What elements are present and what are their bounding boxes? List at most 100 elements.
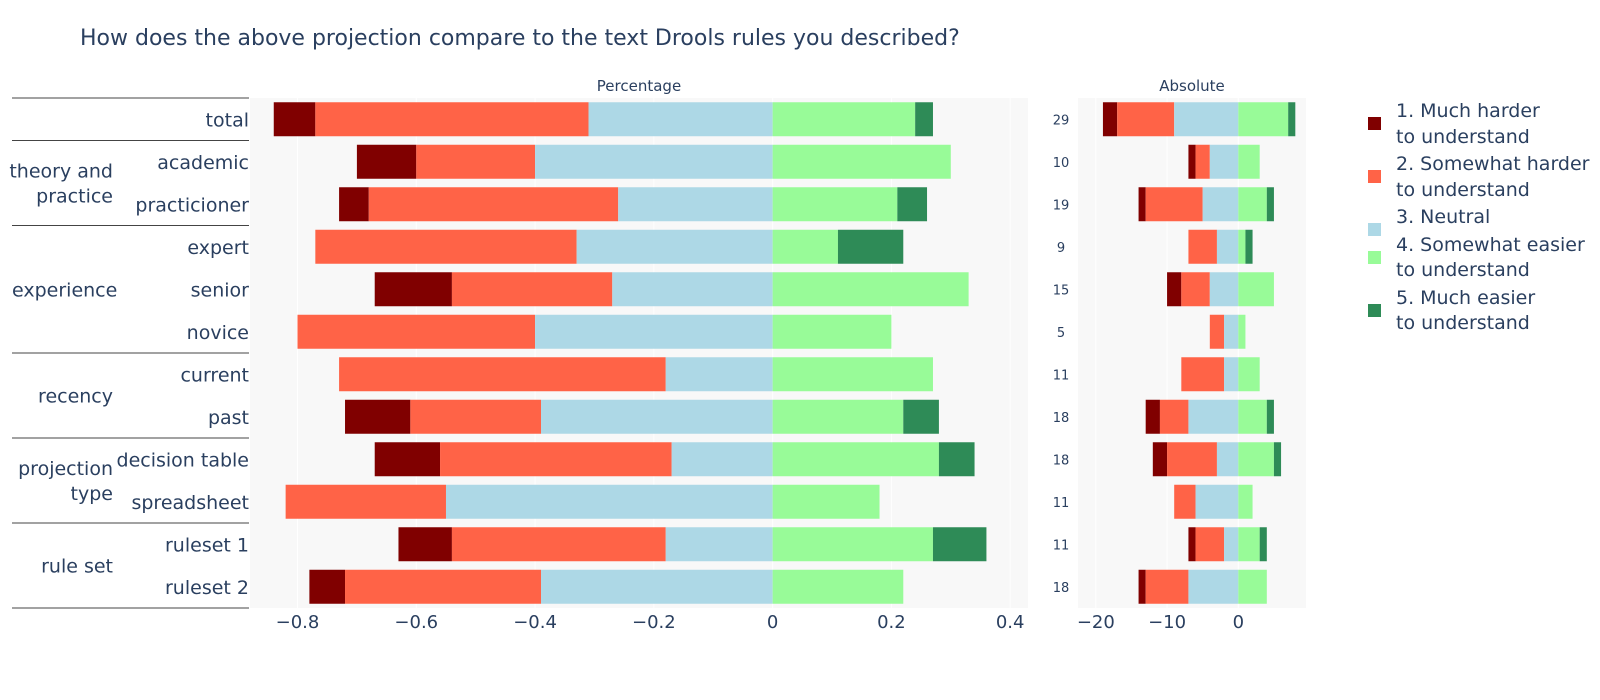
bar-segment (665, 527, 773, 562)
bar-segment (1188, 527, 1196, 562)
bar-segment (772, 569, 904, 604)
bar-segment (1195, 484, 1239, 519)
bar-segment (1238, 399, 1267, 434)
bar-segment (315, 229, 577, 264)
bar-segment (618, 187, 773, 222)
bar-segment (374, 272, 452, 307)
group-label-line: rule set (41, 556, 113, 578)
bar-segment (1195, 144, 1210, 179)
bar-segment (1216, 229, 1239, 264)
bar-segment (416, 144, 536, 179)
bar-segment (541, 569, 773, 604)
count-label: 10 (1053, 156, 1070, 171)
category-label: total (206, 109, 249, 131)
bar-segment (772, 399, 904, 434)
group-label: theory and practice (9, 161, 113, 208)
bar-segment (671, 442, 773, 477)
bar-segment (1209, 272, 1239, 307)
panel-background (1078, 98, 1306, 608)
bar-segment (297, 314, 536, 349)
x-tick-label: 0.2 (877, 612, 906, 633)
panel-title: Absolute (1159, 77, 1225, 95)
chart-title: How does the above projection compare to… (80, 26, 960, 51)
bar-segment (440, 442, 672, 477)
bar-segment (309, 569, 346, 604)
bar-segment (1181, 357, 1225, 392)
legend-item[interactable]: 3. Neutral (1368, 205, 1590, 236)
legend-item[interactable]: 2. Somewhat harder to understand (1368, 152, 1590, 203)
category-label: ruleset 2 (165, 577, 249, 599)
bar-segment (1188, 569, 1239, 604)
bar-segment (1174, 484, 1196, 519)
x-tick-label: 0 (767, 612, 778, 633)
bar-segment (772, 357, 933, 392)
bar-segment (1102, 102, 1118, 137)
x-tick-label: −20 (1077, 612, 1115, 633)
bar-segment (445, 484, 773, 519)
legend-item[interactable]: 5. Much easier to understand (1368, 286, 1590, 337)
bar-segment (1188, 144, 1196, 179)
bar-segment (356, 144, 417, 179)
bar-segment (339, 357, 666, 392)
group-label-line: recency (38, 386, 113, 408)
count-label: 11 (1053, 538, 1070, 553)
bar-segment (1209, 144, 1239, 179)
bar-segment (339, 187, 369, 222)
x-tick-label: 0 (1233, 612, 1244, 633)
bar-segment (451, 272, 613, 307)
bar-segment (1167, 272, 1182, 307)
bar-segment (1238, 569, 1267, 604)
group-label: projection type (18, 458, 113, 505)
bar-segment (1266, 399, 1274, 434)
category-label: decision table (117, 449, 249, 471)
bar-segment (1195, 527, 1225, 562)
bar-segment (1266, 187, 1274, 222)
legend-swatch (1368, 170, 1381, 183)
bar-segment (368, 187, 619, 222)
category-label: practicioner (135, 194, 249, 216)
group-label: experience (12, 279, 117, 301)
legend-swatch (1368, 117, 1381, 130)
bar-segment (1188, 399, 1239, 434)
bar-segment (541, 399, 773, 434)
bar-segment (1174, 102, 1239, 137)
bar-segment (1117, 102, 1175, 137)
bar-segment (1238, 229, 1246, 264)
bar-segment (588, 102, 773, 137)
legend-label: 5. Much easier to understand (1396, 286, 1536, 335)
chart-legend: 1. Much harder to understand 2. Somewhat … (1368, 99, 1590, 339)
bar-segment (345, 399, 411, 434)
bar-segment (1224, 357, 1239, 392)
category-label: spreadsheet (131, 492, 249, 514)
bar-segment (1224, 527, 1239, 562)
legend-swatch (1368, 223, 1381, 236)
group-label-line: practice (36, 186, 113, 208)
legend-label: 1. Much harder to understand (1396, 100, 1540, 148)
bar-segment (1145, 399, 1160, 434)
x-tick-label: −0.6 (394, 612, 438, 633)
x-tick-label: −0.2 (632, 612, 676, 633)
bar-segment (1145, 187, 1203, 222)
bar-segment (1238, 314, 1246, 349)
bar-segment (932, 527, 987, 562)
bar-segment (535, 144, 773, 179)
legend-swatch (1368, 250, 1381, 264)
legend-item[interactable]: 4. Somewhat easier to understand (1368, 233, 1590, 284)
bar-segment (772, 272, 969, 307)
bar-segment (938, 442, 975, 477)
bar-segment (1167, 442, 1217, 477)
category-label: current (180, 364, 249, 386)
x-tick-label: 0.4 (996, 612, 1025, 633)
bar-segment (535, 314, 773, 349)
bar-segment (1245, 229, 1253, 264)
category-label: expert (187, 237, 249, 259)
bar-segment (772, 229, 838, 264)
bar-segment (1138, 187, 1146, 222)
bar-segment (1181, 272, 1210, 307)
group-label-line: experience (12, 279, 117, 301)
bar-segment (837, 229, 904, 264)
bar-segment (772, 484, 880, 519)
group-label: recency (38, 386, 113, 408)
legend-item[interactable]: 1. Much harder to understand (1368, 99, 1590, 150)
